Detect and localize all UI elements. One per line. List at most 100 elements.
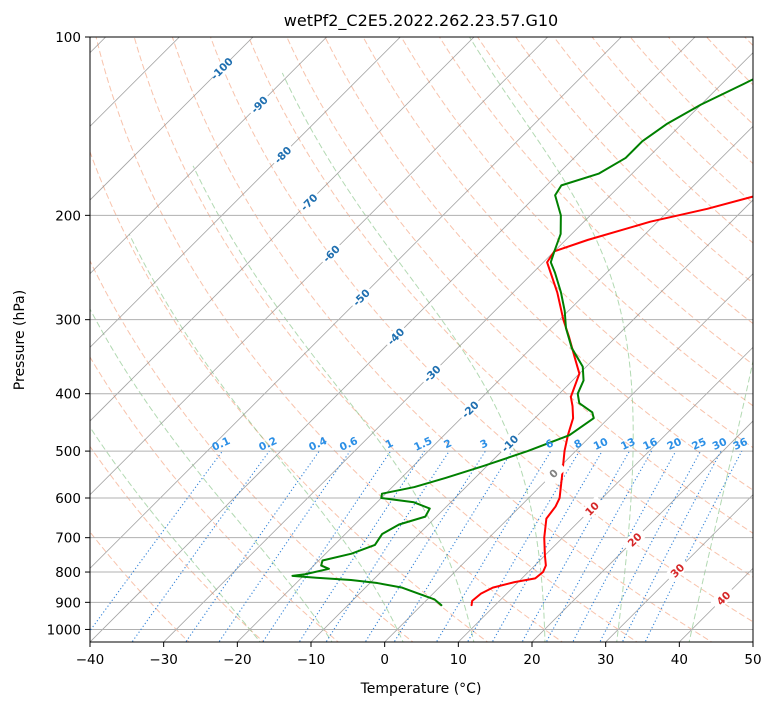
mixing-ratio-label: 30 <box>711 436 729 453</box>
x-tick-label: 20 <box>523 652 540 668</box>
y-axis-label: Pressure (hPa) <box>12 290 28 390</box>
moist-adiabat <box>281 72 546 642</box>
isotherm <box>236 125 753 642</box>
plot-background <box>90 37 753 642</box>
x-tick-label: 30 <box>597 652 614 668</box>
mixing-ratio-line <box>466 450 580 642</box>
y-tick-label: 800 <box>55 565 81 581</box>
y-tick-label: 200 <box>55 208 81 224</box>
x-tick-label: 50 <box>744 652 761 668</box>
mixing-ratio-line <box>572 450 677 642</box>
x-tick-label: 0 <box>380 652 389 668</box>
isotherm <box>457 346 753 642</box>
mixing-ratio-line <box>521 450 630 642</box>
isotherm <box>90 37 254 201</box>
dry-adiabat <box>248 37 753 578</box>
dry-adiabat <box>90 150 489 642</box>
isotherm-label-bg <box>496 430 523 457</box>
moist-adiabat <box>469 37 634 642</box>
isotherm-label-bg <box>664 557 690 584</box>
isotherm <box>605 494 753 642</box>
mixing-ratio-label: 6 <box>544 437 556 451</box>
plot-frame <box>89 36 754 643</box>
x-tick-label: −40 <box>76 652 105 668</box>
dewpoint-line <box>291 78 753 607</box>
mixing-ratio-label: 8 <box>572 437 584 451</box>
dry-adiabat <box>286 37 753 534</box>
mixing-ratio-label: 1 <box>384 437 396 451</box>
isotherm-label-bg <box>457 396 483 423</box>
mixing-ratio-label: 10 <box>592 436 610 453</box>
mixing-ratio-label: 2 <box>442 437 454 451</box>
mixing-ratio-line <box>545 450 653 642</box>
moist-adiabat <box>90 308 333 642</box>
isotherm <box>90 37 328 275</box>
isotherm <box>90 37 549 496</box>
isotherm-label-bg <box>419 360 445 387</box>
isotherm-label-bg <box>382 323 409 350</box>
plot-area <box>90 37 753 642</box>
mixing-ratio-line <box>90 450 223 632</box>
mixing-ratio-label: 13 <box>619 436 637 453</box>
mixing-ratio-label: 3 <box>478 437 490 451</box>
isotherm-label-bg <box>579 495 605 522</box>
isotherm <box>310 199 753 642</box>
isotherm <box>90 37 475 422</box>
y-tick-label: 400 <box>55 387 81 403</box>
moist-adiabat <box>128 233 404 642</box>
x-tick-label: 40 <box>671 652 688 668</box>
series-lines <box>291 78 753 607</box>
isotherm-label-bg <box>348 284 374 311</box>
temperature-line <box>470 195 753 607</box>
mixing-ratio-line <box>491 450 603 642</box>
moist-adiabat <box>761 37 775 646</box>
x-tick-label: 10 <box>450 652 467 668</box>
y-tick-label: 900 <box>55 595 81 611</box>
plot-border <box>89 36 754 643</box>
x-tick-label: −10 <box>297 652 326 668</box>
isotherm-label-bg <box>540 460 567 487</box>
dry-adiabat <box>400 37 753 407</box>
y-tick-label: 300 <box>55 313 81 329</box>
isotherm <box>384 273 753 642</box>
isotherm <box>752 641 753 642</box>
isotherm-label-bg <box>318 240 344 267</box>
y-tick-label: 1000 <box>47 622 81 638</box>
mixing-ratio-line <box>644 450 743 642</box>
isotherm <box>90 37 401 348</box>
y-tick-label: 600 <box>55 491 81 507</box>
mixing-ratio-line <box>131 450 270 642</box>
y-tick-label: 500 <box>55 444 81 460</box>
mixing-ratio-line <box>325 450 450 642</box>
isotherm-label-bg <box>296 189 322 215</box>
dry-adiabat <box>438 37 753 366</box>
moist-adiabat <box>192 165 475 642</box>
x-tick-label: −30 <box>149 652 178 668</box>
x-tick-label: −20 <box>223 652 252 668</box>
x-axis-label: Temperature (°C) <box>360 681 482 697</box>
dry-adiabat <box>324 37 753 491</box>
mixing-ratio-line <box>298 450 425 642</box>
isotherm-label-bg <box>710 585 737 611</box>
mixing-ratio-line <box>262 450 392 642</box>
mixing-ratio-line <box>218 450 351 642</box>
isotherm-label-bg <box>208 55 235 82</box>
mixing-ratio-label: 16 <box>641 436 659 453</box>
grid-lines <box>90 24 775 646</box>
isotherm-label-bg <box>621 526 648 553</box>
isotherm-label-bg <box>269 141 296 168</box>
axes: −40 −30 −20 −10 0 10 20 30 40 50 100 200 300 400 500 60… <box>47 30 762 668</box>
chart-title: wetPf2_C2E5.2022.262.23.57.G10 <box>284 11 558 31</box>
y-tick-label: 100 <box>55 30 81 46</box>
mixing-ratio-label: 36 <box>731 436 749 453</box>
isotherm-label-bg <box>246 91 272 118</box>
moist-adiabat <box>90 426 261 642</box>
isotherm <box>163 52 753 642</box>
mixing-ratio-line <box>185 450 320 642</box>
mixing-ratio-label: 25 <box>690 436 708 453</box>
dry-adiabat <box>770 24 775 645</box>
isotherm <box>90 37 622 569</box>
mixing-ratio-label: 20 <box>665 436 683 453</box>
